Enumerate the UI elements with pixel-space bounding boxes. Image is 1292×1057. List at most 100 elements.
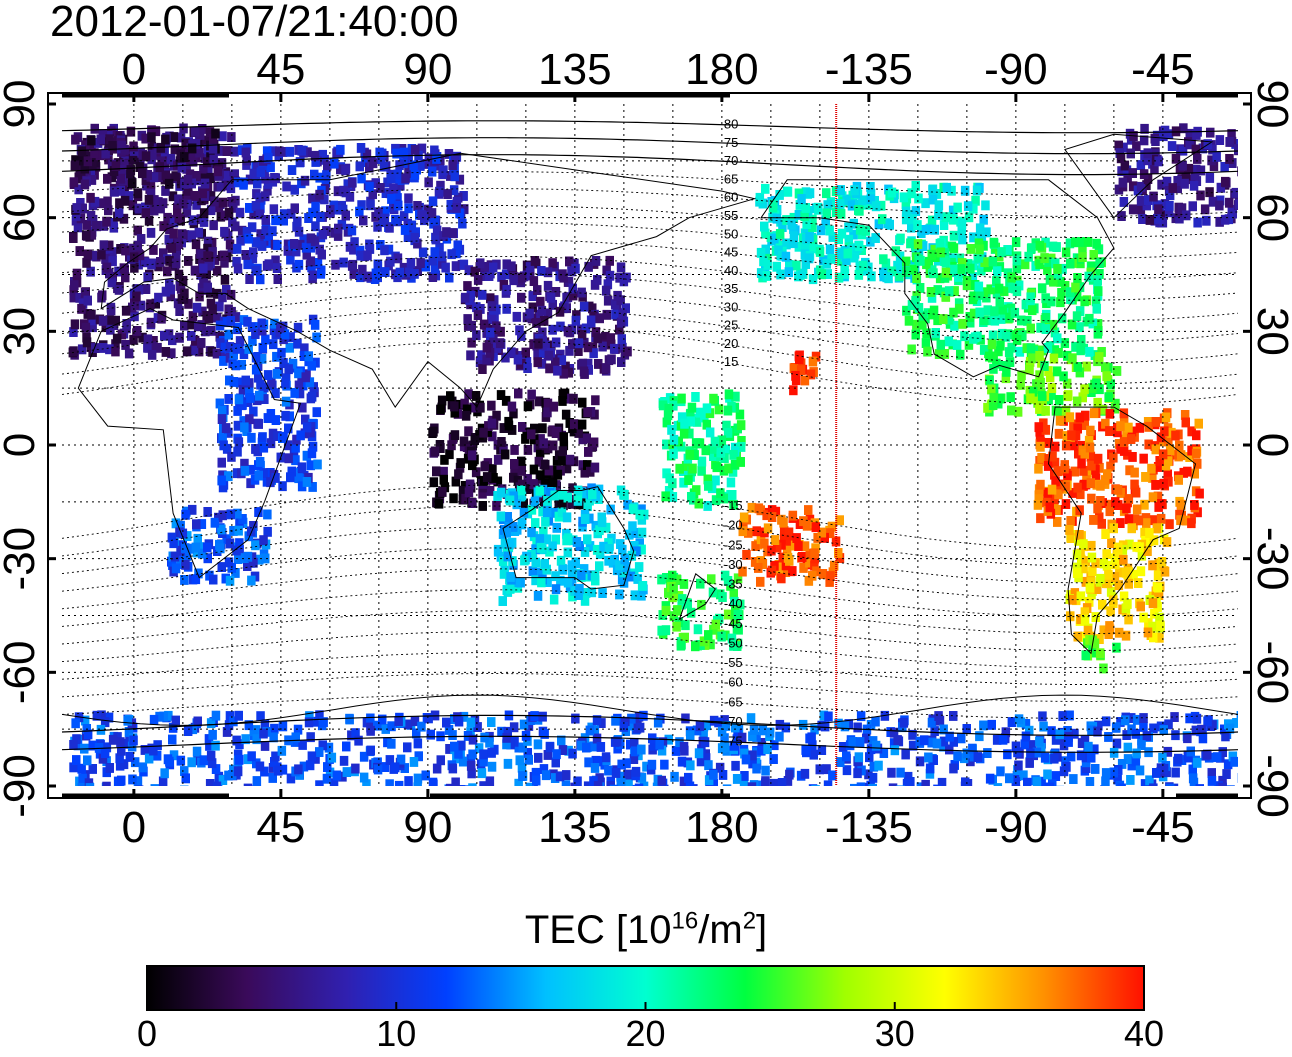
tec-cell [933,285,942,295]
tec-cell [811,785,820,786]
tec-cell [1205,187,1214,198]
tec-cell [446,391,455,402]
tec-cell [293,724,303,735]
tec-cell [585,725,595,736]
tec-cell [1213,752,1222,763]
tec-cell [506,583,515,594]
tec-cell [709,769,718,780]
tec-cell [1182,210,1191,221]
tec-cell [711,495,721,506]
tec-cell [249,521,258,531]
tec-cell [637,772,647,783]
tec-cell [1151,480,1160,490]
tec-cell [542,507,552,518]
tec-cell [563,547,573,558]
mlat-contour-label: 80 [724,117,738,132]
tec-cell [709,451,718,461]
tec-cell [738,566,747,577]
tec-cell [289,448,299,459]
tec-cell [246,393,255,403]
tec-cell [995,393,1004,404]
tec-cell [927,292,937,303]
tec-cell [240,465,250,476]
tec-cell [194,346,204,357]
tec-cell [444,725,454,735]
tec-cell [169,538,178,549]
tec-cell [1095,258,1104,268]
tec-cell [116,185,125,196]
tec-cell [121,245,130,256]
tec-cell [928,194,938,205]
tec-cell [935,715,945,726]
tec-cell [474,743,484,754]
tec-cell [777,539,786,550]
tec-cell [593,333,602,344]
tec-cell [810,560,819,571]
tec-cell [1089,249,1098,260]
tec-cell [837,228,847,239]
tec-cell [1121,567,1131,578]
tec-cell [1141,472,1150,482]
tec-cell [332,770,342,781]
tec-cell [171,563,181,574]
tec-cell [80,715,90,726]
mlat-contour [62,714,1238,736]
tec-cell [269,732,278,743]
tec-cell [296,239,305,250]
tec-cell [568,483,577,494]
tec-cell [717,726,727,737]
tec-cell [276,322,285,333]
tec-cell [1177,203,1187,214]
tec-cell [464,389,473,400]
tec-cell [476,258,485,269]
tec-cell [1045,502,1054,513]
tec-cell [672,621,681,632]
tec-cell [470,266,480,277]
tec-cell [298,740,307,750]
tec-cell [1093,397,1102,408]
tec-cell [432,763,442,774]
tec-cell [448,228,457,239]
tec-cell [171,171,180,182]
tec-cell [247,575,256,586]
tec-cell [233,263,243,274]
tec-cell [247,751,256,762]
tec-cell [545,742,555,753]
tec-cell [655,739,664,750]
tec-cell [182,207,192,218]
tec-cell [306,460,315,471]
tec-cell [547,340,556,351]
tec-cell [133,240,142,251]
tec-cell [835,553,845,563]
tec-cell [653,717,663,728]
tec-region-east-asia [460,255,632,379]
tec-cell [1085,313,1094,324]
tec-cell [182,163,191,174]
tec-cell [551,534,560,545]
tec-cell [206,750,216,761]
tec-cell [992,734,1002,745]
tec-cell [1136,566,1146,577]
tec-cell [1138,214,1147,224]
tec-cell [1058,263,1067,274]
tec-cell [403,719,413,730]
tec-cell [493,476,503,487]
tec-cell [577,330,587,340]
tec-cell [225,538,235,549]
tec-cell [245,414,254,425]
tec-cell [313,459,322,470]
tec-cell [189,151,198,162]
tec-cell [400,763,409,773]
tec-cell [488,431,497,442]
tec-cell [1116,518,1125,528]
tec-cell [1040,752,1050,763]
tec-cell [630,746,640,757]
tec-cell [210,255,220,265]
tec-cell [117,165,126,175]
tec-cell [159,248,168,259]
tec-cell [392,148,401,159]
tec-cell [1012,286,1022,297]
tec-cell [617,778,626,786]
tec-cell [240,422,249,433]
tec-cell [520,555,529,566]
